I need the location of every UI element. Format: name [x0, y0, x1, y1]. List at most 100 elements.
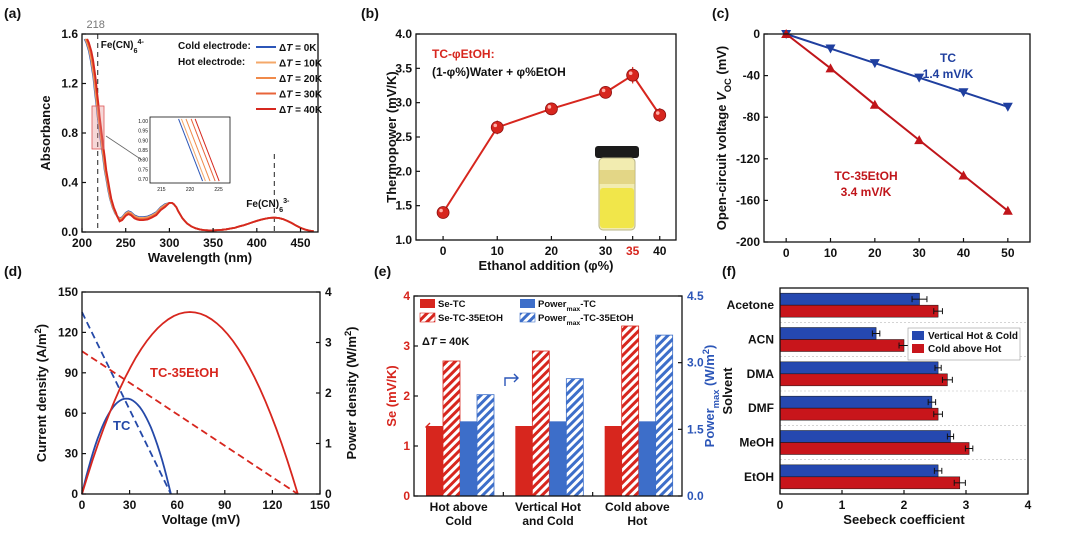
- y-tick-label: 1.6: [61, 27, 78, 41]
- data-point: [490, 120, 504, 134]
- ferricyanide-label: Fe(CN)63-: [246, 196, 290, 214]
- data-point: [626, 68, 640, 82]
- ferrocyanide-label: Fe(CN)64-: [101, 37, 145, 55]
- y-tick-label: -80: [743, 110, 761, 124]
- bar: [531, 350, 550, 497]
- inset-y-tick: 0.75: [138, 167, 148, 173]
- panel-label-b: (b): [361, 5, 379, 21]
- x-tick-label: 30: [123, 498, 137, 512]
- bar: [549, 421, 567, 496]
- bar: [655, 334, 674, 497]
- x-tick-label: 35: [626, 244, 640, 258]
- x-tick-label: 60: [171, 498, 185, 512]
- arrow-left: [425, 422, 440, 432]
- x-tick-label: 200: [72, 236, 92, 250]
- bar: [604, 426, 622, 496]
- legend-entry: Se-TC: [438, 299, 466, 310]
- series-label-35etoh: TC-35EtOH: [150, 365, 219, 380]
- inset-x-tick: 225: [214, 187, 223, 193]
- inset-y-tick: 0.85: [138, 148, 148, 154]
- y-tick-label: 120: [58, 325, 78, 339]
- series-label-35etoh: TC-35EtOH: [834, 169, 897, 183]
- category-label: Cold above: [605, 500, 670, 514]
- legend-entry: ΔT = 20K: [279, 74, 323, 85]
- panel-label-e: (e): [374, 263, 391, 279]
- x-tick-label: 0: [79, 498, 86, 512]
- bar: [779, 442, 970, 455]
- point-highlight: [493, 123, 498, 128]
- y-tick-label: 4.0: [395, 27, 412, 41]
- bar: [476, 394, 495, 497]
- y-tick-label: 2.5: [395, 130, 412, 144]
- legend-entry: Powermax-TC-35EtOH: [538, 313, 634, 327]
- power-curve: [81, 311, 299, 495]
- voc-line: [785, 33, 1009, 212]
- bar: [779, 339, 905, 352]
- category-label: EtOH: [744, 470, 774, 484]
- x-tick-label: 450: [291, 236, 311, 250]
- y2-tick-label: 2: [325, 386, 332, 400]
- data-point: [869, 59, 880, 69]
- voc-line: [785, 33, 1009, 108]
- y-tick-label: 3: [403, 339, 410, 353]
- absorbance-curve: [86, 38, 314, 233]
- category-label: and Cold: [522, 514, 573, 528]
- point-highlight: [547, 105, 552, 109]
- legend-entry: Se-TC-35EtOH: [438, 313, 503, 324]
- series-note-35etoh: 3.4 mV/K: [841, 185, 892, 199]
- legend-swatch: [419, 312, 436, 323]
- x-tick-label: 4: [1025, 498, 1032, 512]
- legend-entry: Vertical Hot & Cold: [928, 331, 1018, 342]
- y2-tick-label: 3: [325, 336, 332, 350]
- series-note-tc: 1.4 mV/K: [923, 67, 974, 81]
- y-tick-label: 3.5: [395, 61, 412, 75]
- data-point: [914, 135, 925, 145]
- point-highlight: [601, 88, 606, 93]
- y-tick-label: 0.8: [61, 126, 78, 140]
- plot-frame-c: [763, 33, 1031, 243]
- arrow-right: [504, 373, 519, 386]
- category-label: DMA: [747, 367, 775, 381]
- y-tick-label: 0: [403, 489, 410, 503]
- panel-label-f: (f): [722, 263, 736, 279]
- iv-curve: [81, 311, 172, 495]
- y-tick-label: 0.0: [61, 225, 78, 239]
- y-axis-label-a: Absorbance: [38, 95, 53, 170]
- thermopower-line: [442, 73, 661, 214]
- legend-entry: Cold above Hot: [928, 344, 1002, 355]
- chart-subtitle-b: (1-φ%)Water + φ%EtOH: [432, 65, 566, 79]
- x-tick-label: 1: [839, 498, 846, 512]
- legend-entry: ΔT = 40K: [279, 105, 323, 116]
- power-curve: [81, 397, 172, 495]
- bar: [779, 292, 920, 306]
- vial-cap: [595, 146, 639, 158]
- chart-title-b: TC-φEtOH:: [432, 47, 495, 61]
- bar: [638, 421, 656, 496]
- bar: [779, 464, 939, 478]
- y-tick-label: 90: [65, 366, 79, 380]
- data-point: [914, 73, 925, 83]
- y2-tick-label: 3.0: [687, 356, 704, 370]
- bar: [442, 360, 461, 497]
- y-tick-label: -200: [736, 235, 760, 249]
- legend-swatch: [912, 331, 924, 340]
- point-highlight: [439, 208, 443, 213]
- inset-curve: [190, 118, 216, 182]
- category-label: MeOH: [739, 436, 774, 450]
- inset-curve: [178, 118, 204, 182]
- x-tick-label: 250: [116, 236, 136, 250]
- bar: [565, 378, 584, 497]
- inset-x-tick: 215: [157, 187, 166, 193]
- y-tick-label: 60: [65, 406, 79, 420]
- y-tick-label: 30: [65, 447, 79, 461]
- inset-curve: [185, 118, 211, 182]
- legend-swatch: [520, 299, 535, 308]
- bar: [779, 407, 939, 421]
- bar: [779, 373, 948, 387]
- x-tick-label: 400: [247, 236, 267, 250]
- point-highlight: [655, 111, 660, 115]
- category-label: ACN: [748, 333, 774, 347]
- category-label: Acetone: [727, 298, 775, 312]
- zoom-box: [91, 105, 105, 150]
- y-axis-label-d: Current density (A/m2): [33, 324, 49, 462]
